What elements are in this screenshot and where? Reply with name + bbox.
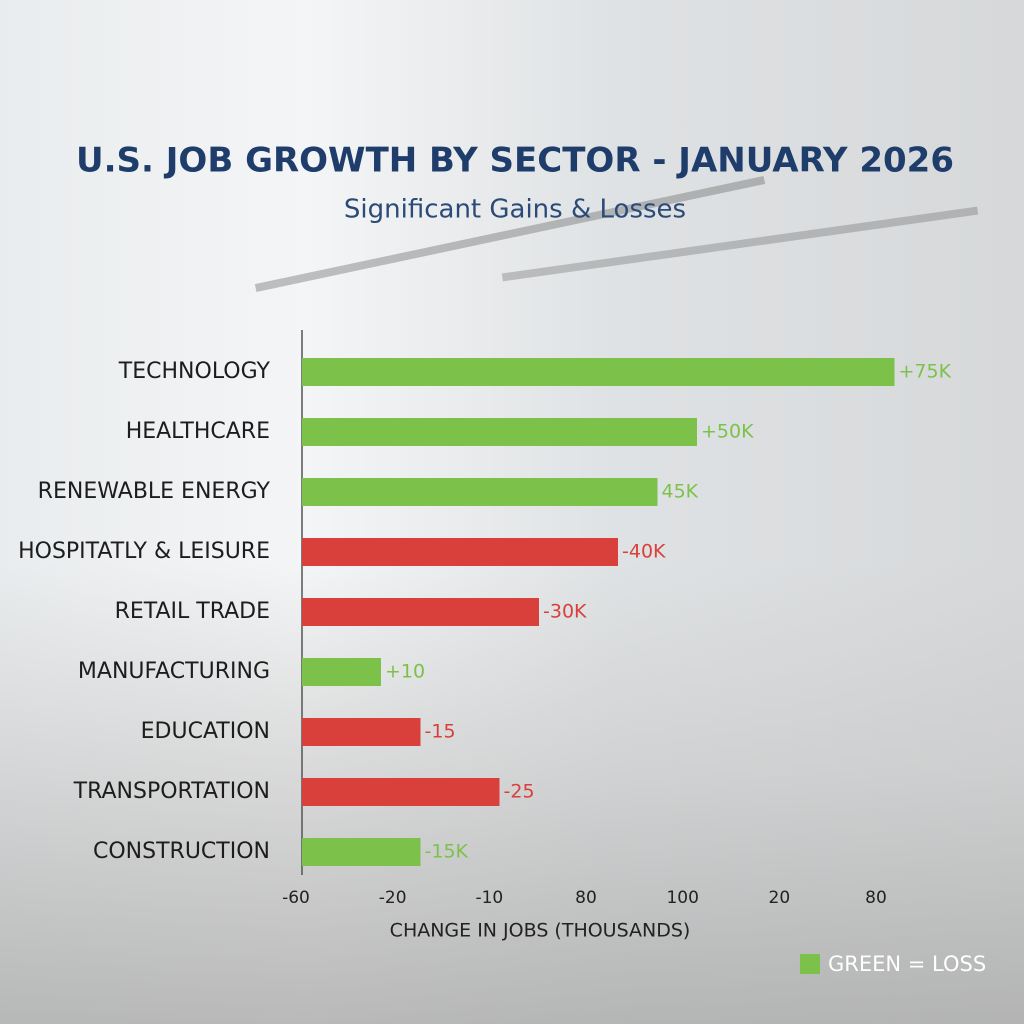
- value-label: +50K: [701, 421, 754, 443]
- value-label: -30K: [543, 601, 587, 623]
- value-label: -15K: [425, 841, 469, 863]
- x-tick-label: -60: [282, 888, 310, 908]
- bar: [302, 718, 421, 746]
- chart-subtitle: Significant Gains & Losses: [344, 195, 686, 225]
- category-label: HEALTHCARE: [126, 419, 270, 444]
- x-tick-label: 80: [575, 888, 597, 908]
- value-label: +75K: [899, 361, 952, 383]
- category-label: RENEWABLE ENERGY: [38, 479, 271, 504]
- legend-swatch: [800, 954, 820, 974]
- value-label: -25: [504, 781, 535, 803]
- legend-label: GREEN = LOSS: [828, 952, 986, 976]
- bar: [302, 778, 500, 806]
- value-label: 45K: [662, 481, 699, 503]
- value-label: -15: [425, 721, 456, 743]
- ceiling-light: [501, 206, 979, 282]
- category-label: HOSPITATLY & LEISURE: [18, 539, 270, 564]
- x-tick-label: -20: [379, 888, 407, 908]
- category-label: TRANSPORTATION: [73, 779, 270, 804]
- category-label: MANUFACTURING: [78, 659, 270, 684]
- bar: [302, 478, 658, 506]
- bar: [302, 358, 895, 386]
- category-label: RETAIL TRADE: [115, 599, 270, 624]
- category-label: TECHNOLOGY: [118, 359, 271, 384]
- x-tick-label: 100: [666, 888, 698, 908]
- x-axis-title: CHANGE IN JOBS (THOUSANDS): [390, 920, 691, 942]
- x-tick-label: 80: [865, 888, 887, 908]
- chart-title: U.S. JOB GROWTH BY SECTOR - JANUARY 2026: [76, 141, 954, 181]
- x-tick-label: -10: [475, 888, 503, 908]
- category-label: CONSTRUCTION: [93, 839, 270, 864]
- bar: [302, 598, 539, 626]
- value-label: +10: [385, 661, 425, 683]
- category-label: EDUCATION: [141, 719, 270, 744]
- bar: [302, 838, 421, 866]
- ceiling-light: [254, 176, 766, 292]
- bar: [302, 658, 381, 686]
- value-label: -40K: [622, 541, 666, 563]
- x-tick-label: 20: [769, 888, 791, 908]
- bar: [302, 538, 618, 566]
- bar: [302, 418, 697, 446]
